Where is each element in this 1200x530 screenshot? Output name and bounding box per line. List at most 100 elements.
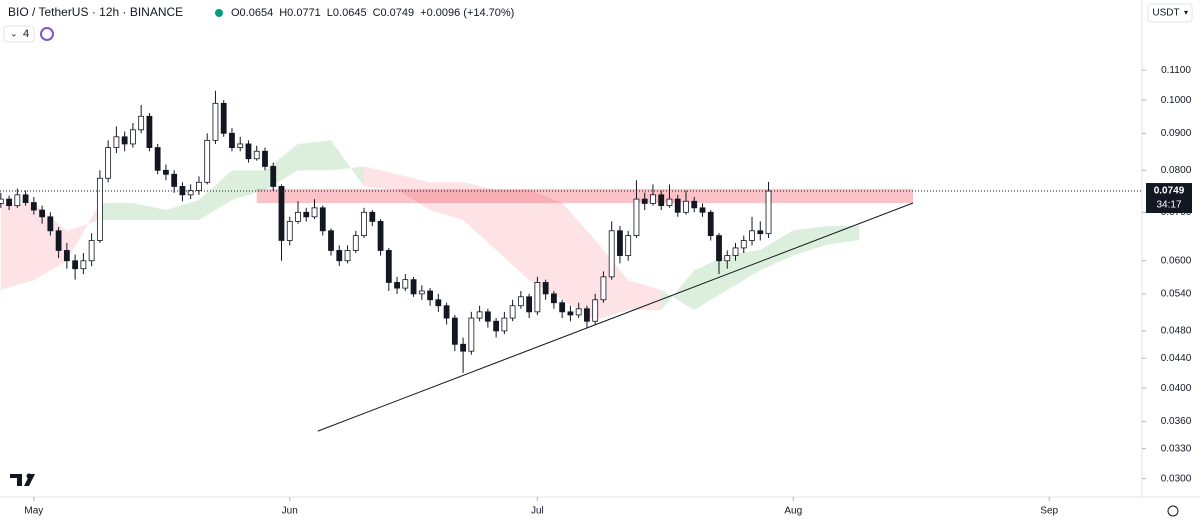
- candle-body: [443, 305, 450, 319]
- candle-body: [96, 177, 103, 241]
- symbol-title[interactable]: BIO / TetherUS · 12h · BINANCE: [8, 5, 183, 19]
- x-tick-label: Jun: [282, 506, 298, 517]
- cloud-segment: [529, 189, 563, 300]
- cloud-segment: [364, 166, 398, 190]
- candle-body: [303, 211, 310, 218]
- candle-body: [80, 260, 87, 270]
- candle-body: [402, 279, 409, 289]
- y-tick-label: 0.0540: [1161, 289, 1192, 300]
- candle-body: [584, 308, 590, 322]
- candle-body: [63, 250, 70, 262]
- candle-body: [319, 207, 326, 232]
- cloud-segment: [661, 270, 695, 311]
- candle-body: [163, 169, 169, 175]
- chevron: ⌄: [10, 28, 18, 38]
- ohlc-value: +0.0096 (+14.70%): [420, 7, 514, 19]
- y-tick-label: 0.0300: [1161, 473, 1192, 484]
- x-tick-label: Aug: [784, 506, 802, 517]
- indicator-count: 4: [23, 28, 29, 40]
- y-tick-label: 0.0440: [1161, 353, 1192, 364]
- cloud-segment: [397, 174, 431, 211]
- candle-body: [608, 230, 615, 278]
- candle-body: [229, 132, 235, 148]
- logo-dot: [26, 473, 32, 479]
- candle-body: [674, 198, 681, 213]
- candle-body: [650, 194, 656, 204]
- candle-body: [757, 230, 764, 235]
- indicator-toggle[interactable]: [3, 25, 35, 43]
- candle-body: [22, 194, 29, 203]
- candle-body: [716, 235, 722, 262]
- candle-body: [270, 166, 277, 187]
- candle-body: [517, 296, 524, 307]
- currency-label: USDT: [1152, 8, 1179, 19]
- candle-body: [724, 255, 731, 262]
- candle-body: [105, 147, 112, 179]
- candle-body: [542, 282, 549, 295]
- candle-body: [749, 230, 755, 241]
- candle-body: [575, 308, 582, 316]
- candle-body: [699, 207, 706, 213]
- ohlc-value: L0.0645: [327, 7, 367, 19]
- y-tick-label: 0.0900: [1161, 128, 1192, 139]
- cloud-segment: [760, 230, 794, 271]
- candle-body: [352, 235, 359, 251]
- cloud-segment: [99, 202, 133, 221]
- candle-body: [130, 129, 136, 145]
- y-tick-label: 0.0360: [1161, 416, 1192, 427]
- candle-body: [55, 230, 62, 251]
- cloud-segment: [826, 226, 860, 245]
- candle-body: [683, 200, 689, 213]
- sync-icon[interactable]: [40, 27, 54, 41]
- candle-body: [369, 211, 376, 222]
- candle-body: [691, 200, 698, 209]
- candle-body: [196, 181, 202, 192]
- ohlc-legend: O0.0654 H0.0771 L0.0645 C0.0749 +0.0096 (+14…: [231, 7, 514, 19]
- candle-body: [113, 136, 120, 148]
- candle-body: [418, 290, 425, 295]
- candle-body: [526, 296, 533, 313]
- candle-body: [551, 293, 557, 304]
- candle-body: [286, 221, 293, 241]
- candle-body: [30, 202, 37, 211]
- cloud-segment: [793, 226, 827, 256]
- y-tick-label: 0.1000: [1161, 95, 1192, 106]
- y-tick-label: 0.0330: [1161, 443, 1192, 454]
- candle-body: [394, 282, 400, 289]
- cloud-segment: [198, 170, 232, 221]
- candle-body: [617, 230, 623, 256]
- cloud-segment: [0, 202, 34, 290]
- candle-body: [237, 143, 244, 148]
- candle-body: [765, 190, 772, 235]
- candle-body: [567, 311, 574, 316]
- cloud-segment: [66, 202, 100, 261]
- cloud-segment: [496, 189, 530, 281]
- candle-body: [328, 230, 334, 251]
- last-price-label: 0.0749: [1154, 186, 1185, 197]
- y-tick-label: 0.0480: [1161, 326, 1192, 337]
- candle-body: [171, 173, 178, 187]
- candle-body: [732, 247, 739, 256]
- candle-body: [451, 317, 458, 345]
- last-price-tag: [1146, 183, 1192, 214]
- cloud-segment: [165, 199, 199, 221]
- currency-button[interactable]: [1147, 3, 1193, 23]
- y-tick-label: 0.0600: [1161, 255, 1192, 266]
- candle-body: [72, 260, 79, 270]
- candle-body: [641, 198, 648, 204]
- cloud-segment: [430, 182, 464, 221]
- candle-body: [625, 235, 632, 256]
- candle-body: [427, 290, 433, 301]
- settings-icon[interactable]: [1167, 505, 1179, 517]
- candle-body: [509, 305, 516, 319]
- candle-body: [278, 186, 285, 241]
- candle-body: [592, 299, 599, 322]
- plot-area: [0, 90, 914, 432]
- candle-body: [435, 299, 442, 307]
- candle-body: [361, 211, 367, 236]
- candle-body: [468, 317, 475, 352]
- candle-body: [633, 198, 640, 236]
- candle-body: [493, 320, 500, 332]
